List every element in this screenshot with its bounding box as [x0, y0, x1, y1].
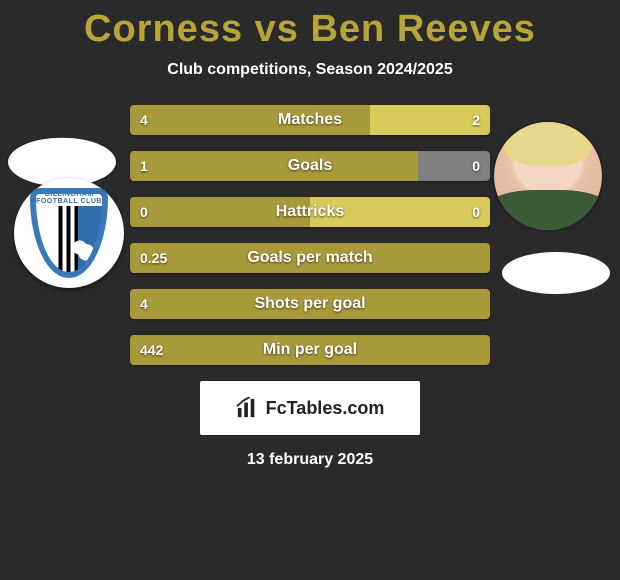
stat-segment-right: [310, 197, 490, 227]
stat-segment-left: [130, 243, 490, 273]
stat-track: [130, 197, 490, 227]
subtitle: Club competitions, Season 2024/2025: [0, 61, 620, 79]
stat-track: [130, 151, 490, 181]
stat-segment-left: [130, 289, 490, 319]
stat-track: [130, 335, 490, 365]
source-badge: FcTables.com: [200, 381, 420, 435]
stat-row: Shots per goal4: [130, 289, 490, 319]
stats-bars: Matches42 Goals10 Hattricks00 Goals per mat…: [130, 105, 490, 365]
stat-row: Goals per match0.25: [130, 243, 490, 273]
stat-row: Goals10: [130, 151, 490, 181]
club-right-badge: [502, 252, 610, 294]
page-title: Corness vs Ben Reeves: [0, 0, 620, 51]
vs-text: vs: [255, 8, 311, 50]
stat-segment-left: [130, 335, 490, 365]
date-text: 13 february 2025: [0, 451, 620, 469]
bar-chart-icon: [236, 397, 258, 419]
stat-segment-right: [370, 105, 490, 135]
stat-segment-left: [130, 151, 418, 181]
club-left-badge: GILLINGHAM FOOTBALL CLUB: [14, 178, 124, 288]
stat-row: Matches42: [130, 105, 490, 135]
stat-row: Hattricks00: [130, 197, 490, 227]
club-left-text: GILLINGHAM FOOTBALL CLUB: [36, 189, 102, 206]
player-right-name: Ben Reeves: [310, 8, 535, 50]
stat-segment-left: [130, 197, 310, 227]
source-badge-text: FcTables.com: [266, 398, 385, 419]
stat-segment-right: [418, 151, 490, 181]
stat-row: Min per goal442: [130, 335, 490, 365]
stat-segment-left: [130, 105, 370, 135]
stat-track: [130, 289, 490, 319]
player-right-avatar: [494, 122, 602, 230]
club-left-shield-icon: GILLINGHAM FOOTBALL CLUB: [30, 188, 108, 278]
stat-track: [130, 243, 490, 273]
stat-track: [130, 105, 490, 135]
player-left-name: Corness: [84, 8, 243, 50]
